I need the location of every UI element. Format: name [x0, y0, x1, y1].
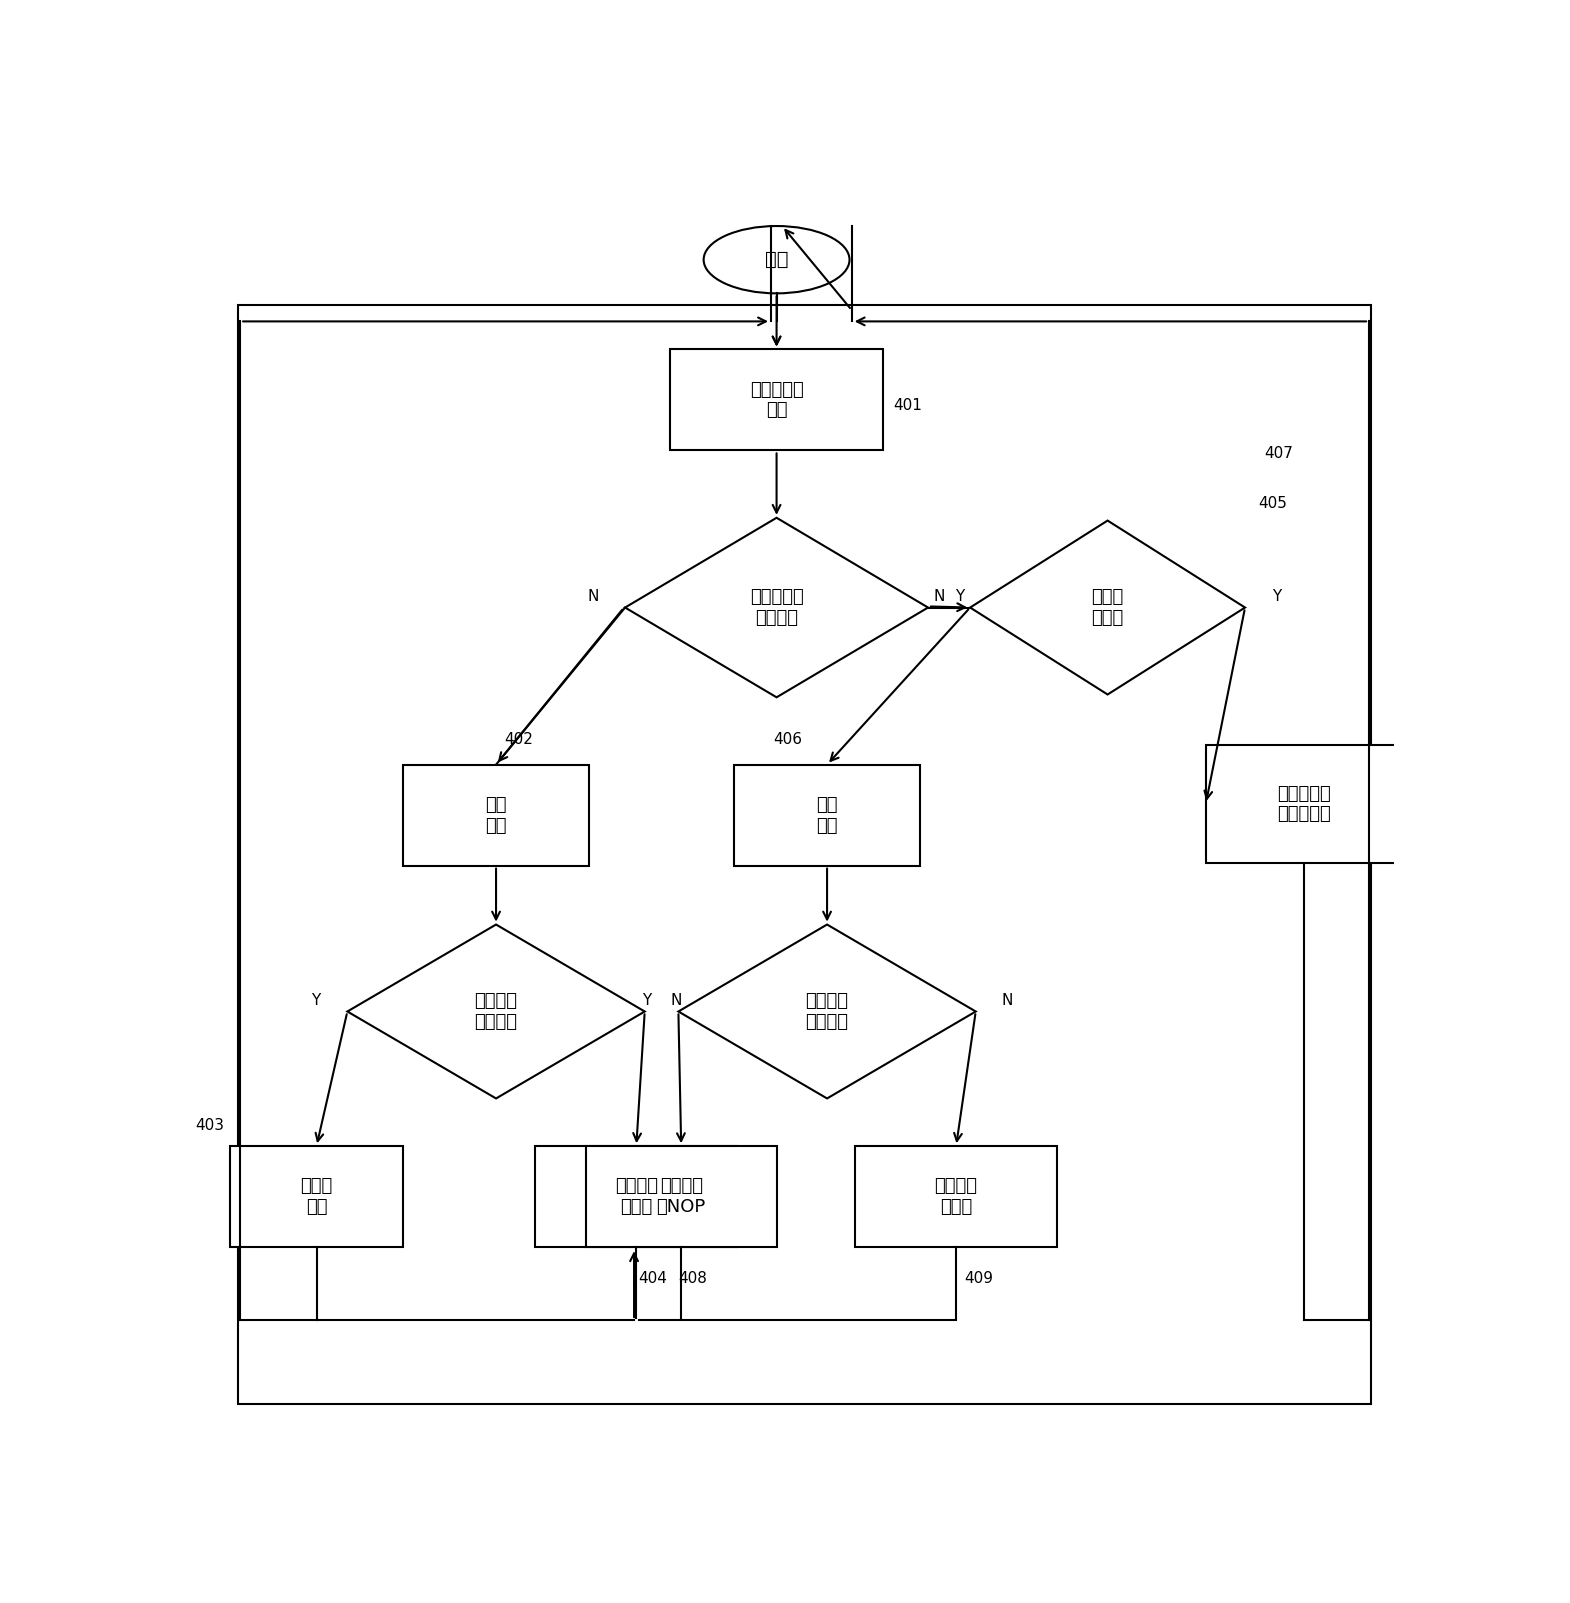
- Text: 401: 401: [893, 398, 922, 414]
- Bar: [403, 765, 589, 866]
- Text: 放入缓
冲器: 放入缓 冲器: [300, 1177, 333, 1217]
- Bar: [1206, 745, 1402, 862]
- Text: 缓冲器指令
放入流水线: 缓冲器指令 放入流水线: [1276, 784, 1331, 824]
- Bar: [239, 305, 1371, 1404]
- Text: 指令进入
下一级: 指令进入 下一级: [615, 1177, 658, 1217]
- Polygon shape: [678, 925, 975, 1098]
- Text: 407: 407: [1264, 446, 1294, 460]
- Text: 408: 408: [678, 1271, 706, 1286]
- Text: 指令进入译
码器: 指令进入译 码器: [750, 380, 804, 420]
- Text: 406: 406: [774, 733, 802, 747]
- Bar: [856, 1146, 1057, 1247]
- Text: 是否出现
读写冲突: 是否出现 读写冲突: [474, 992, 518, 1031]
- Polygon shape: [970, 521, 1245, 694]
- Text: 402: 402: [504, 733, 532, 747]
- Text: 检测
冲突: 检测 冲突: [485, 795, 507, 835]
- Text: 开始: 开始: [765, 250, 788, 269]
- Polygon shape: [347, 925, 645, 1098]
- Bar: [735, 765, 920, 866]
- Text: 指令进入
下一级: 指令进入 下一级: [934, 1177, 978, 1217]
- Text: 是否出现
新的冲突: 是否出现 新的冲突: [805, 992, 848, 1031]
- Text: Y: Y: [311, 992, 320, 1008]
- Text: N: N: [670, 992, 681, 1008]
- Text: 405: 405: [1259, 497, 1287, 511]
- Text: N: N: [1002, 992, 1013, 1008]
- Text: 403: 403: [195, 1119, 225, 1133]
- Text: 冲突是
否结束: 冲突是 否结束: [1091, 588, 1124, 627]
- Polygon shape: [625, 518, 928, 697]
- Bar: [670, 349, 884, 450]
- Text: Y: Y: [955, 588, 964, 604]
- Text: N: N: [589, 588, 600, 604]
- Text: 409: 409: [964, 1271, 994, 1286]
- Text: N: N: [933, 588, 945, 604]
- Bar: [586, 1146, 777, 1247]
- Bar: [229, 1146, 403, 1247]
- Bar: [535, 1146, 738, 1247]
- Text: 404: 404: [639, 1271, 667, 1286]
- Text: 检测
冲突: 检测 冲突: [816, 795, 838, 835]
- Text: Y: Y: [1272, 588, 1281, 604]
- Text: Y: Y: [642, 992, 652, 1008]
- Text: 停顿，插
入NOP: 停顿，插 入NOP: [656, 1177, 706, 1217]
- Ellipse shape: [703, 226, 849, 293]
- Text: 缓冲器中是
否有指令: 缓冲器中是 否有指令: [750, 588, 804, 627]
